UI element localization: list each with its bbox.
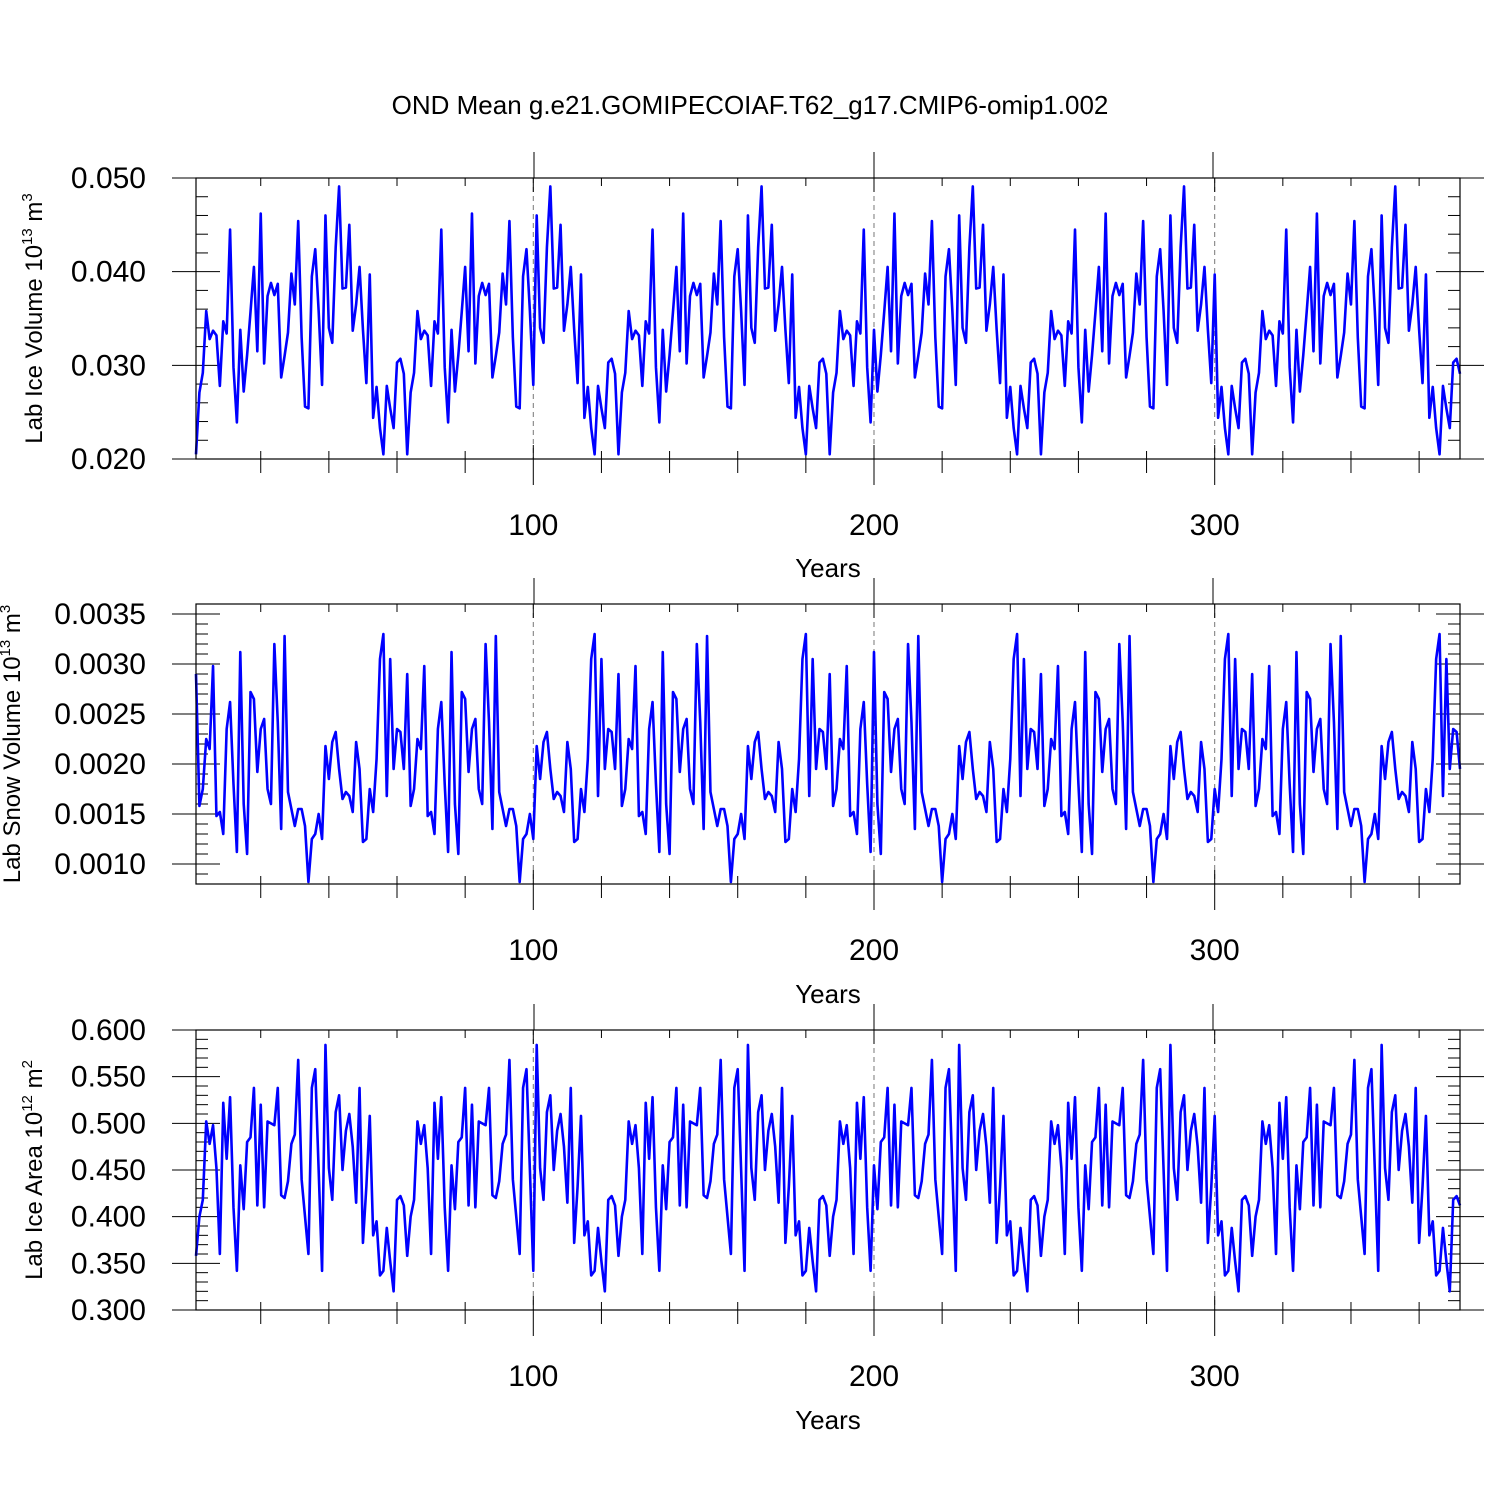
snow-volume-y-axis-label: Lab Snow Volume 1013 m3 <box>0 605 26 884</box>
ice-volume-x-tick-label-200: 200 <box>849 509 899 542</box>
ice-volume-panel: 100 200 300 0.020 0.030 0.040 0.050 Lab Ice Vo… <box>19 152 1484 583</box>
snow-volume-y-tick-label-0p001: 0.0010 <box>54 848 146 881</box>
snow-volume-plot-frame <box>195 603 1461 885</box>
ice-area-panel: 100 200 300 0.300 0.350 0.400 0.450 0.500 0.550 0… <box>19 1004 1484 1435</box>
ice-volume-y-tick-label-0p03: 0.030 <box>71 349 146 382</box>
ice-area-y-tick-label-0p55: 0.550 <box>71 1061 146 1094</box>
snow-volume-x-axis-label: Years <box>795 979 861 1009</box>
ice-area-x-axis-label: Years <box>795 1405 861 1435</box>
snow-volume-y-tick-label-0p002: 0.0020 <box>54 748 146 781</box>
ice-area-y-tick-label-0p4: 0.400 <box>71 1201 146 1234</box>
ice-area-series-line <box>194 1043 1462 1293</box>
snow-volume-y-tick-label-0p003: 0.0030 <box>54 648 146 681</box>
ice-volume-y-tick-label-0p02: 0.020 <box>71 443 146 476</box>
snow-volume-x-tick-label-200: 200 <box>849 934 899 967</box>
snow-volume-series-line <box>194 632 1462 884</box>
snow-volume-panel: 100 200 300 0.0010 0.0015 0.0020 0.0025 0.0030 0… <box>0 578 1484 1009</box>
ice-area-x-tick-label-100: 100 <box>508 1360 558 1393</box>
ice-volume-x-tick-label-300: 300 <box>1190 509 1240 542</box>
ice-volume-y-axis-label: Lab Ice Volume 1013 m3 <box>19 193 48 444</box>
ice-volume-plot-frame <box>195 177 1461 460</box>
ice-area-y-tick-label-0p3: 0.300 <box>71 1294 146 1327</box>
ice-area-x-tick-label-300: 300 <box>1190 1360 1240 1393</box>
ice-volume-x-axis-label: Years <box>795 553 861 583</box>
snow-volume-y-tick-label-0p0015: 0.0015 <box>54 798 146 831</box>
snow-volume-x-tick-label-300: 300 <box>1190 934 1240 967</box>
snow-volume-y-tick-label-0p0025: 0.0025 <box>54 698 146 731</box>
ice-area-y-tick-label-0p45: 0.450 <box>71 1154 146 1187</box>
ice-area-plot-frame <box>195 1029 1461 1311</box>
ice-area-y-axis-label: Lab Ice Area 1012 m2 <box>19 1060 48 1280</box>
ice-volume-series-line <box>194 185 1462 456</box>
ice-volume-y-tick-label-0p04: 0.040 <box>71 256 146 289</box>
ice-area-y-tick-label-0p5: 0.500 <box>71 1107 146 1140</box>
snow-volume-x-tick-label-100: 100 <box>508 934 558 967</box>
snow-volume-y-tick-label-0p0035: 0.0035 <box>54 598 146 631</box>
ice-volume-x-tick-label-100: 100 <box>508 509 558 542</box>
ice-area-y-tick-label-0p6: 0.600 <box>71 1014 146 1047</box>
ice-area-x-tick-label-200: 200 <box>849 1360 899 1393</box>
ice-area-y-tick-label-0p35: 0.350 <box>71 1247 146 1280</box>
ice-volume-y-tick-label-0p05: 0.050 <box>71 162 146 195</box>
figure-title: OND Mean g.e21.GOMIPECOIAF.T62_g17.CMIP6… <box>392 90 1109 120</box>
